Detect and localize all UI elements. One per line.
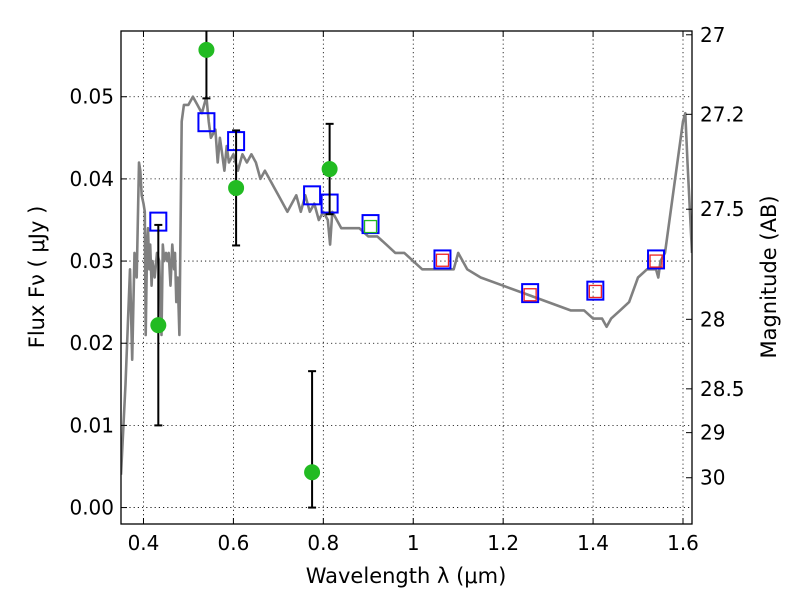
y-tick-label: 0.05 — [69, 85, 114, 109]
model-flux-square — [521, 283, 540, 304]
x-tick-label: 0.4 — [128, 531, 160, 555]
y-tick-label: 0.00 — [69, 496, 114, 520]
sed-line — [121, 95, 692, 475]
y2-tick-label: 28.5 — [700, 377, 745, 401]
x-axis-title: Wavelength λ (μm) — [306, 564, 507, 588]
observed-flux-point — [198, 41, 215, 58]
observed-flux-point — [228, 179, 245, 196]
y-axis-title: Flux Fν ( μJy ) — [25, 206, 49, 349]
y-tick-label: 0.02 — [69, 331, 114, 355]
model-flux-square — [647, 249, 666, 270]
y2-tick-label: 28 — [700, 307, 725, 331]
x-tick-label: 1.4 — [577, 531, 609, 555]
y2-tick-label: 27 — [700, 23, 725, 47]
y-tick-label: 0.03 — [69, 249, 114, 273]
nir-flux-square — [363, 219, 378, 234]
x-tick-label: 1.2 — [487, 531, 519, 555]
model-flux-square — [303, 185, 322, 206]
plot-frame — [120, 30, 693, 525]
y2-tick-label: 30 — [700, 466, 725, 490]
x-tick-label: 1.6 — [667, 531, 699, 555]
y2-tick-label: 29 — [700, 421, 725, 445]
y2-tick-label: 27.5 — [700, 197, 745, 221]
nir-flux-square — [523, 288, 537, 302]
model-flux-square — [433, 249, 452, 270]
y2-tick-label: 27.2 — [700, 102, 745, 126]
plot-series — [121, 31, 692, 509]
ticks: 0.4 0.6 0.8 1 1.2 1.4 1.6 0.00 0.01 0.02 0.03 0.04 0… — [69, 23, 744, 555]
observed-flux-point — [150, 317, 167, 334]
x-tick-label: 0.6 — [217, 531, 249, 555]
x-tick-label: 0.8 — [307, 531, 339, 555]
observed-flux-point — [321, 161, 338, 178]
y-tick-label: 0.04 — [69, 167, 114, 191]
nir-flux-square — [435, 253, 450, 267]
x-tick-label: 1 — [407, 531, 420, 555]
nir-flux-square — [588, 284, 602, 299]
model-flux-square — [586, 280, 605, 301]
nir-flux-square — [649, 254, 663, 268]
model-flux-square — [197, 112, 216, 133]
y-tick-label: 0.01 — [69, 413, 114, 437]
observed-flux-point — [304, 464, 321, 481]
right-axis-title: Magnitude (AB) — [757, 195, 781, 358]
